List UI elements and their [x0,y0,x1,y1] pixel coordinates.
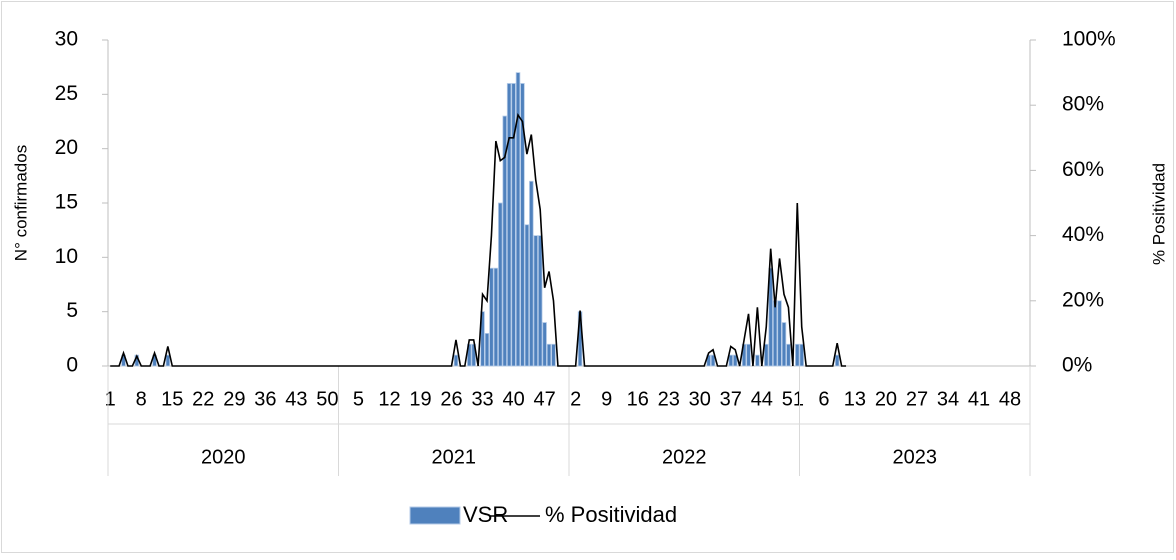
y-tick-label: 0 [66,354,78,377]
y-tick-label: 10 [55,245,78,268]
group-label: 2021 [432,446,477,468]
bar [489,267,494,367]
bar [768,267,773,367]
bar [732,354,738,367]
x-tick-label: 47 [533,388,555,410]
y2-tick-label: 0% [1062,354,1092,377]
x-tick-label: 36 [254,388,276,410]
x-tick-label: 13 [844,388,866,410]
x-tick-label: 20 [875,388,897,410]
bar [710,354,716,367]
bar [799,343,804,367]
x-tick-label: 1 [105,388,116,410]
x-tick-label: 23 [658,388,680,410]
x-tick-label: 16 [627,388,649,410]
bar [834,354,840,367]
x-tick-label: 48 [999,388,1021,410]
x-tick-label: 19 [409,388,431,410]
y2-tick-label: 20% [1062,288,1104,311]
bar [493,267,499,367]
y-tick-label: 15 [55,191,78,214]
bar [551,343,556,367]
bar [795,343,800,367]
x-tick-label: 26 [440,388,462,410]
x-tick-label: 30 [689,388,711,410]
bar [506,83,512,367]
bar [546,343,552,367]
x-tick-label: 50 [316,388,338,410]
x-tick-label: 12 [378,388,400,410]
y-axis-label: N° confirmados [11,145,30,261]
legend-swatch [409,506,461,525]
bar [529,180,534,367]
y2-tick-label: 80% [1062,93,1104,116]
bar [777,300,782,367]
bar [453,354,459,367]
bar [781,322,787,367]
x-tick-label: 22 [192,388,214,410]
bar [511,83,516,367]
bar [480,311,485,367]
group-label: 2022 [662,446,707,468]
line [110,112,847,367]
x-tick-label: 8 [136,388,147,410]
bar [763,343,769,367]
y-tick-label: 30 [55,28,78,51]
x-tick-label: 43 [285,388,307,410]
group-label: 2020 [201,446,246,468]
x-tick-label: 37 [720,388,742,410]
bar [520,83,525,367]
bar [728,354,734,367]
y2-tick-label: 60% [1062,158,1104,181]
x-tick-label: 40 [502,388,524,410]
bar [515,72,521,367]
y-tick-label: 25 [55,82,78,105]
bar [542,322,547,367]
x-tick-label: 51 [782,388,804,410]
y-tick-label: 5 [66,299,78,322]
bar [755,354,760,367]
legend-label: VSR [463,502,508,527]
x-tick-label: 44 [751,388,773,410]
legend-label: % Positividad [545,502,677,527]
bar [533,235,539,367]
x-tick-label: 34 [937,388,959,410]
x-tick-label: 29 [223,388,245,410]
y-tick-label: 20 [55,136,78,159]
group-label: 2023 [893,446,938,468]
bar [498,202,503,367]
x-tick-label: 33 [471,388,493,410]
bar [772,300,778,367]
x-tick-label: 5 [353,388,364,410]
bar [524,224,530,367]
y2-tick-label: 100% [1062,28,1116,51]
bar [484,332,490,367]
bar [746,343,751,367]
x-tick-label: 41 [968,388,990,410]
x-tick-label: 6 [818,388,829,410]
y2-tick-label: 40% [1062,223,1104,246]
x-tick-label: 2 [570,388,581,410]
x-tick-label: 27 [906,388,928,410]
bar [165,354,171,367]
bar [502,115,507,367]
bar [786,343,791,367]
x-tick-label: 9 [601,388,612,410]
bar [537,235,543,367]
x-tick-label: 15 [161,388,183,410]
y2-axis-label: % Positividad [1149,163,1168,265]
